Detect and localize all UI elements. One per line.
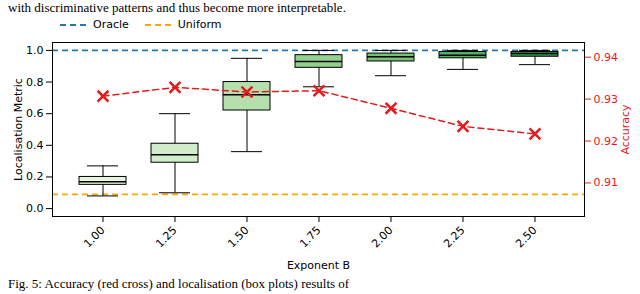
svg-text:1.00: 1.00 xyxy=(81,224,108,251)
svg-text:1.75: 1.75 xyxy=(297,224,324,251)
html-text:with discriminative patterns a: with discriminative patterns and thus be… xyxy=(8,0,346,15)
svg-text:0.93: 0.93 xyxy=(594,93,619,106)
svg-text:Localisation Metric: Localisation Metric xyxy=(12,78,25,181)
svg-text:2.50: 2.50 xyxy=(513,224,540,251)
svg-text:1.0: 1.0 xyxy=(26,44,44,57)
html-text:Oracle: Oracle xyxy=(93,18,129,31)
svg-text:0.94: 0.94 xyxy=(594,51,619,64)
svg-text:1.50: 1.50 xyxy=(225,224,252,251)
svg-text:2.25: 2.25 xyxy=(441,224,468,251)
svg-text:0.0: 0.0 xyxy=(26,202,44,215)
svg-text:0.2: 0.2 xyxy=(26,170,44,183)
svg-text:0.6: 0.6 xyxy=(26,107,44,120)
html-text:Fig. 5: Accuracy (red cross) a: Fig. 5: Accuracy (red cross) and localis… xyxy=(8,276,350,291)
svg-text:Exponent B: Exponent B xyxy=(287,259,350,272)
html-text:Uniform: Uniform xyxy=(177,18,222,31)
svg-text:Accuracy: Accuracy xyxy=(619,104,632,155)
svg-text:1.25: 1.25 xyxy=(153,224,180,251)
svg-text:2.00: 2.00 xyxy=(369,224,396,251)
svg-text:0.92: 0.92 xyxy=(594,135,619,148)
svg-text:0.91: 0.91 xyxy=(594,176,619,189)
svg-text:0.8: 0.8 xyxy=(26,76,44,89)
svg-text:0.4: 0.4 xyxy=(26,139,44,152)
